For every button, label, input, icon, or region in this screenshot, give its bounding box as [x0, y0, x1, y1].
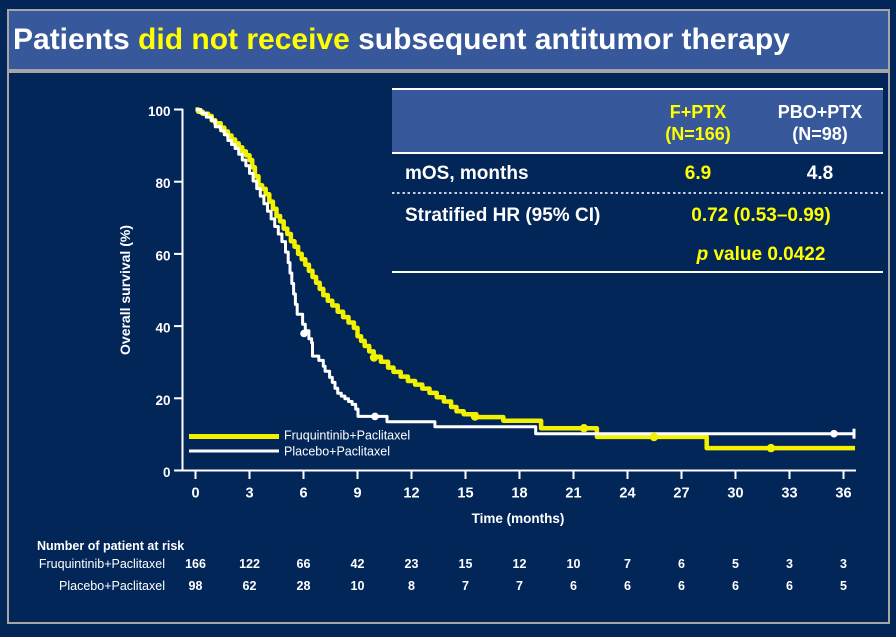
svg-text:62: 62: [243, 579, 257, 593]
svg-text:42: 42: [351, 557, 365, 571]
svg-text:6: 6: [624, 579, 631, 593]
svg-text:30: 30: [727, 486, 743, 502]
svg-text:8: 8: [408, 579, 415, 593]
svg-text:6: 6: [299, 486, 307, 502]
svg-text:60: 60: [155, 248, 170, 263]
svg-text:80: 80: [155, 176, 170, 191]
svg-text:23: 23: [405, 557, 419, 571]
svg-text:Placebo+Paclitaxel: Placebo+Paclitaxel: [59, 579, 165, 593]
svg-text:7: 7: [516, 579, 523, 593]
svg-text:21: 21: [565, 486, 581, 502]
svg-text:66: 66: [297, 557, 311, 571]
svg-text:Fruquintinib+Paclitaxel: Fruquintinib+Paclitaxel: [284, 428, 410, 442]
svg-text:15: 15: [459, 557, 473, 571]
svg-text:100: 100: [148, 104, 171, 119]
svg-text:40: 40: [155, 321, 170, 336]
svg-text:20: 20: [155, 393, 170, 408]
svg-text:6: 6: [678, 579, 685, 593]
svg-text:15: 15: [457, 486, 473, 502]
svg-text:6: 6: [678, 557, 685, 571]
svg-text:12: 12: [513, 557, 527, 571]
svg-text:Overall survival (%): Overall survival (%): [117, 225, 133, 355]
svg-text:98: 98: [189, 579, 203, 593]
svg-text:12: 12: [403, 486, 419, 502]
svg-text:3: 3: [245, 486, 253, 502]
svg-text:0: 0: [163, 465, 171, 480]
svg-text:166: 166: [185, 557, 206, 571]
svg-text:7: 7: [462, 579, 469, 593]
svg-text:6: 6: [786, 579, 793, 593]
svg-text:27: 27: [673, 486, 689, 502]
svg-text:6: 6: [570, 579, 577, 593]
svg-text:33: 33: [781, 486, 797, 502]
svg-text:3: 3: [786, 557, 793, 571]
svg-text:0: 0: [191, 486, 199, 502]
svg-text:10: 10: [351, 579, 365, 593]
svg-text:3: 3: [840, 557, 847, 571]
svg-text:5: 5: [732, 557, 739, 571]
svg-text:18: 18: [511, 486, 527, 502]
svg-text:Number of patient at risk: Number of patient at risk: [37, 539, 184, 553]
svg-text:Time (months): Time (months): [472, 511, 565, 526]
svg-text:24: 24: [619, 486, 635, 502]
svg-text:7: 7: [624, 557, 631, 571]
svg-text:Placebo+Paclitaxel: Placebo+Paclitaxel: [284, 444, 390, 458]
svg-text:10: 10: [567, 557, 581, 571]
svg-text:9: 9: [353, 486, 361, 502]
svg-text:6: 6: [732, 579, 739, 593]
svg-text:122: 122: [239, 557, 260, 571]
svg-text:Fruquintinib+Paclitaxel: Fruquintinib+Paclitaxel: [39, 557, 165, 571]
svg-text:28: 28: [297, 579, 311, 593]
svg-text:5: 5: [840, 579, 847, 593]
svg-text:36: 36: [835, 486, 851, 502]
